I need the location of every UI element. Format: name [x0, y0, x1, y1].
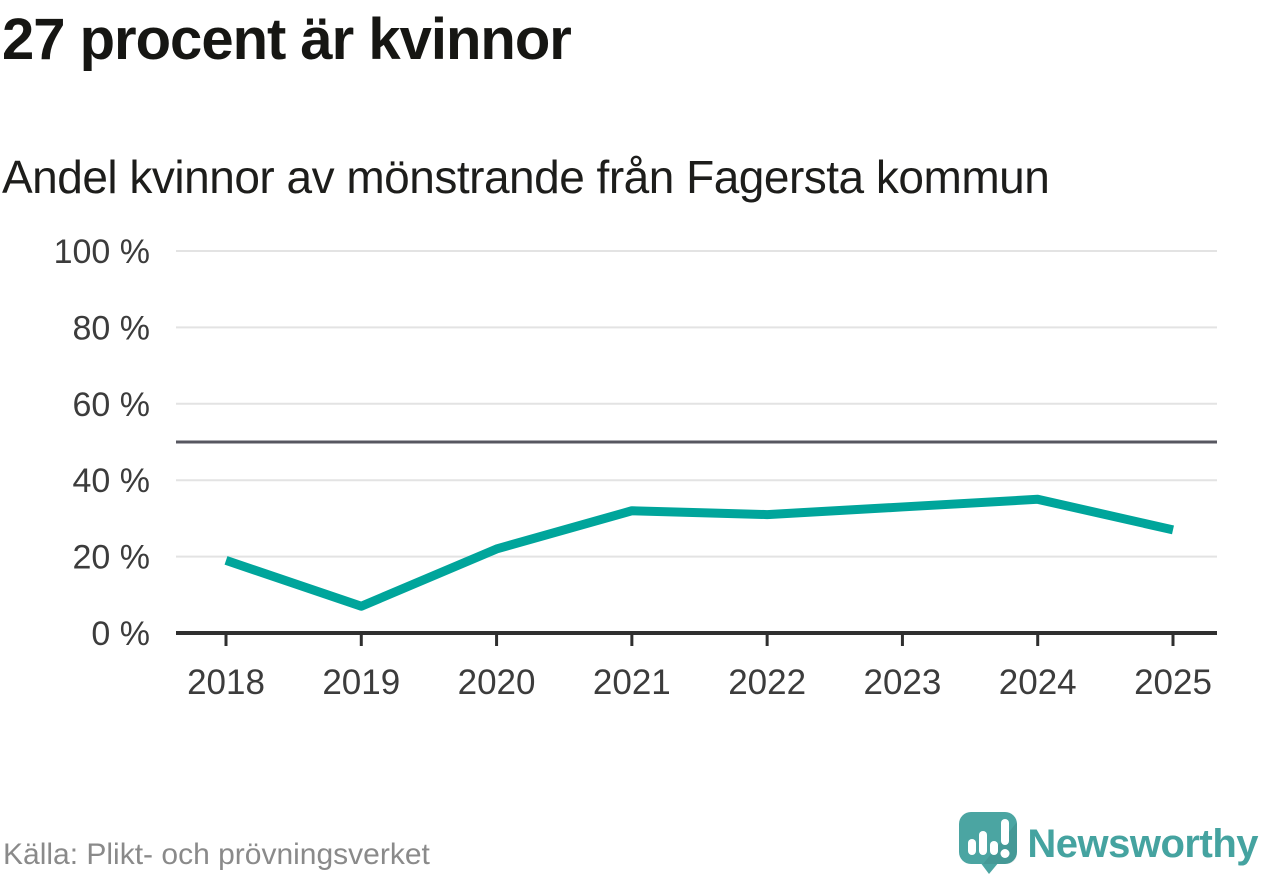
line-chart: 2018 2019 2020 2021 2022 2023 2024 2025 0 % 20 % 4…	[0, 230, 1262, 710]
logo-bar-1	[968, 839, 977, 855]
source-attribution: Källa: Plikt- och prövningsverket	[3, 838, 430, 871]
y-tick-label: 20 %	[73, 539, 151, 577]
y-tick-label: 80 %	[73, 309, 151, 347]
newsworthy-speech-bubble-chart-icon	[959, 812, 1018, 874]
x-tick-label: 2021	[593, 663, 671, 702]
x-tick-label: 2025	[1134, 663, 1212, 702]
logo-bar-3	[990, 841, 999, 855]
x-tick-label: 2022	[728, 663, 806, 702]
y-tick-label: 100 %	[54, 233, 150, 271]
logo-exclamation-dot	[1000, 849, 1010, 858]
x-tick-label: 2020	[458, 663, 536, 702]
chart-title: 27 procent är kvinnor	[2, 7, 572, 72]
logo-exclamation-bar	[1001, 819, 1010, 845]
logo-bubble-tail	[980, 862, 1000, 874]
x-tick-label: 2019	[322, 663, 400, 702]
logo-bar-2	[979, 831, 988, 855]
line-chart-svg: 2018 2019 2020 2021 2022 2023 2024 2025 0 % 20 % 4…	[54, 233, 1217, 702]
x-tick-label: 2018	[187, 663, 265, 702]
x-tick-label: 2024	[999, 663, 1077, 702]
brand-name: Newsworthy	[1027, 822, 1258, 866]
y-tick-label: 60 %	[73, 386, 151, 424]
newsworthy-branding: Newsworthy	[959, 812, 1258, 876]
chart-subtitle: Andel kvinnor av mönstrande från Fagerst…	[2, 151, 1050, 203]
x-tick-label: 2023	[863, 663, 941, 702]
y-tick-label: 0 %	[91, 615, 150, 653]
y-tick-label: 40 %	[73, 462, 151, 500]
data-line	[224, 494, 1174, 611]
